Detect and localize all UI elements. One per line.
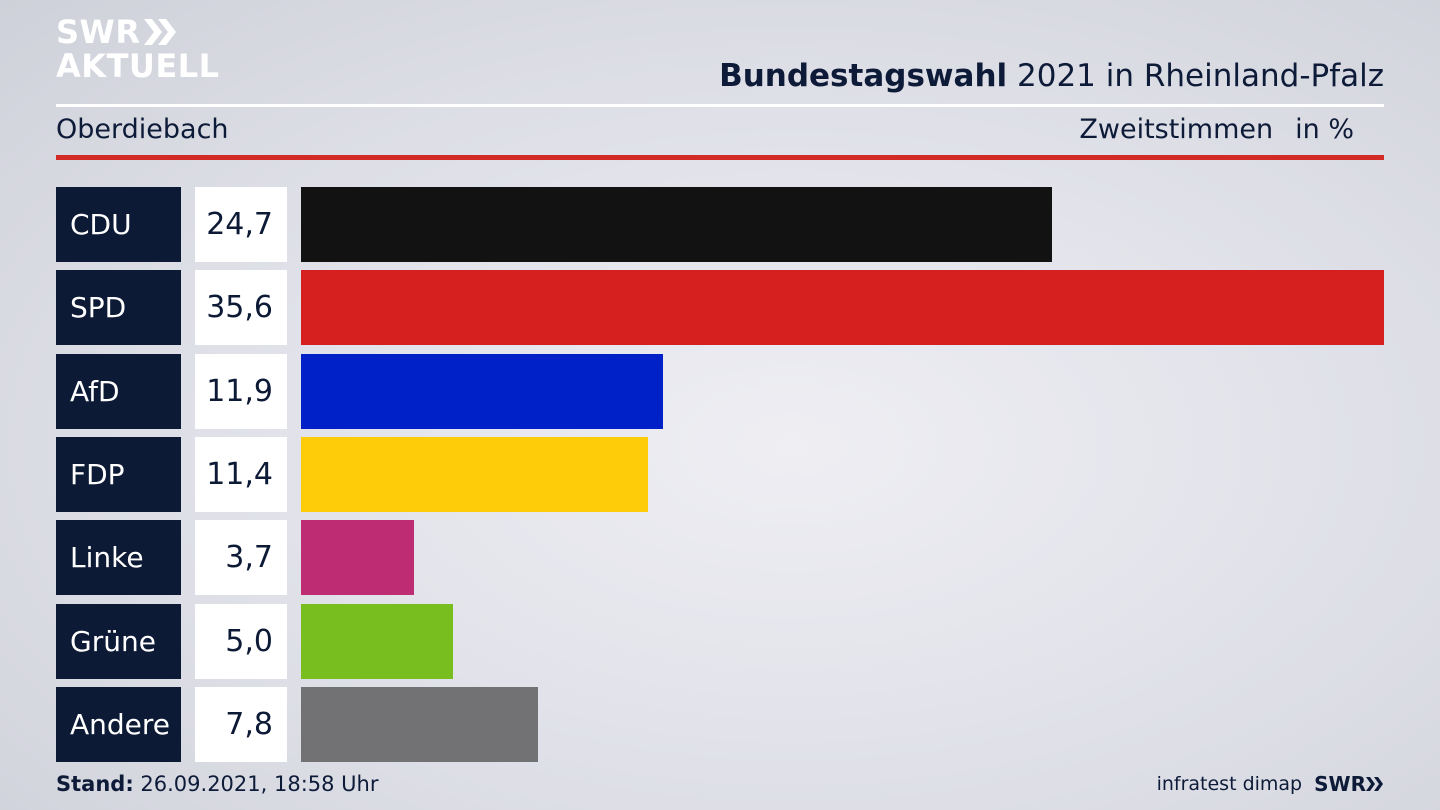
bar-row: CDU 24,7 bbox=[56, 187, 1384, 262]
party-label: CDU bbox=[56, 187, 181, 262]
stand-value: 26.09.2021, 18:58 Uhr bbox=[133, 772, 379, 796]
party-label: Grüne bbox=[56, 604, 181, 679]
source-credit: infratest dimap SWR bbox=[1157, 772, 1384, 796]
value-label: 24,7 bbox=[195, 187, 287, 262]
bar bbox=[301, 520, 414, 595]
double-chevron-icon bbox=[144, 19, 177, 45]
swr-aktuell-logo: SWR AKTUELL bbox=[56, 16, 220, 82]
bar bbox=[301, 437, 648, 512]
bar-row: Linke 3,7 bbox=[56, 520, 1384, 595]
title-strong: Bundestagswahl bbox=[719, 58, 1008, 94]
bar bbox=[301, 354, 663, 429]
measure-label: Zweitstimmen in % bbox=[1079, 114, 1354, 145]
header-divider bbox=[56, 104, 1384, 107]
bar-row: FDP 11,4 bbox=[56, 437, 1384, 512]
party-label: Andere bbox=[56, 687, 181, 762]
value-label: 11,4 bbox=[195, 437, 287, 512]
bar-row: SPD 35,6 bbox=[56, 270, 1384, 345]
brand-chevron-icon bbox=[1366, 777, 1383, 791]
region-label: Oberdiebach bbox=[56, 114, 229, 145]
logo-aktuell-text: AKTUELL bbox=[56, 47, 220, 85]
title-rest: 2021 in Rheinland-Pfalz bbox=[1007, 58, 1384, 94]
value-label: 7,8 bbox=[195, 687, 287, 762]
measure-name: Zweitstimmen bbox=[1079, 114, 1274, 145]
bar-row: Grüne 5,0 bbox=[56, 604, 1384, 679]
timestamp: Stand: 26.09.2021, 18:58 Uhr bbox=[56, 772, 379, 796]
bar-row: AfD 11,9 bbox=[56, 354, 1384, 429]
source-label: infratest dimap bbox=[1156, 773, 1303, 795]
party-label: AfD bbox=[56, 354, 181, 429]
value-label: 5,0 bbox=[195, 604, 287, 679]
bar bbox=[301, 187, 1052, 262]
accent-divider bbox=[56, 155, 1384, 160]
party-label: Linke bbox=[56, 520, 181, 595]
bar bbox=[301, 270, 1384, 345]
swr-brand-text: SWR bbox=[1314, 772, 1366, 796]
value-label: 11,9 bbox=[195, 354, 287, 429]
bar-row: Andere 7,8 bbox=[56, 687, 1384, 762]
party-label: FDP bbox=[56, 437, 181, 512]
bar bbox=[301, 604, 453, 679]
value-label: 3,7 bbox=[195, 520, 287, 595]
value-label: 35,6 bbox=[195, 270, 287, 345]
logo-swr-text: SWR bbox=[56, 13, 141, 51]
bar-chart: CDU 24,7 SPD 35,6 AfD 11,9 FDP 11,4 Linke 3,7 Grün… bbox=[56, 187, 1384, 762]
stand-label: Stand: bbox=[56, 772, 134, 796]
page-title: Bundestagswahl 2021 in Rheinland-Pfalz bbox=[719, 58, 1384, 94]
party-label: SPD bbox=[56, 270, 181, 345]
bar bbox=[301, 687, 538, 762]
unit-label: in % bbox=[1295, 114, 1354, 145]
swr-brand: SWR bbox=[1314, 772, 1384, 796]
